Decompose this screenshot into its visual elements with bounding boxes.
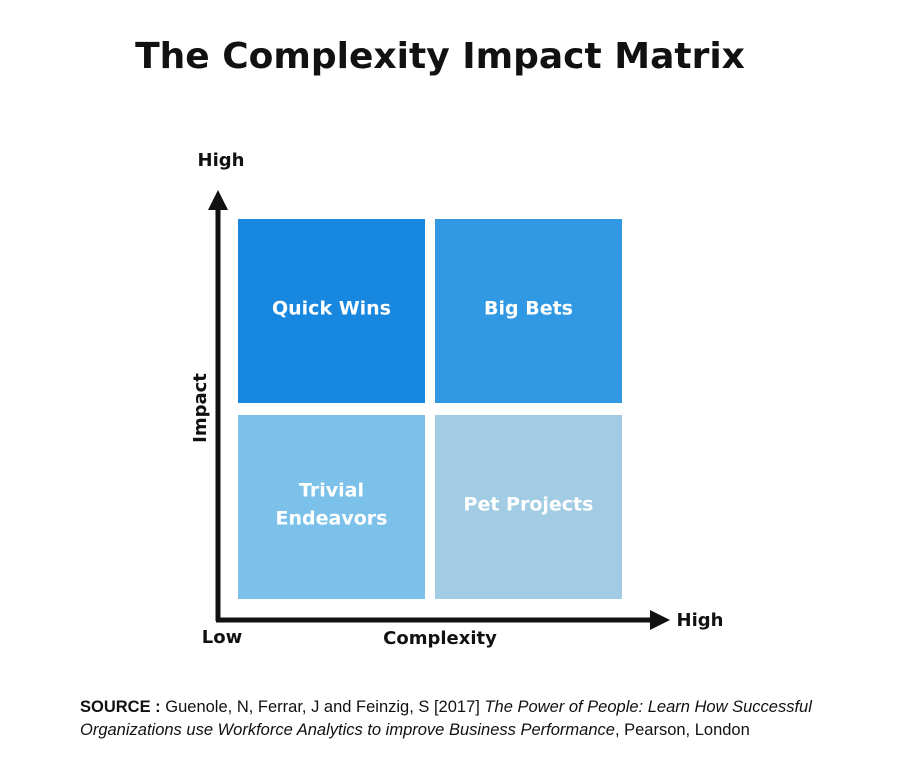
title: The Complexity Impact Matrix	[135, 36, 745, 77]
y-arrow	[208, 190, 228, 210]
x-high: High	[677, 610, 724, 631]
x-label: Complexity	[383, 628, 497, 649]
source-authors: Guenole, N, Ferrar, J and Feinzig, S [20…	[165, 698, 480, 716]
quadrant-label: Big Bets	[484, 298, 573, 320]
source: SOURCE : Guenole, N, Ferrar, J and Feinz…	[80, 696, 840, 742]
quadrant	[238, 219, 425, 403]
quadrant	[435, 219, 622, 403]
quadrant-label: Quick Wins	[272, 298, 391, 320]
y-label: Impact	[190, 373, 211, 443]
x-low: Low	[202, 627, 242, 648]
quadrants: Quick Wins Big Bets Trivial Endeavors Pet Pr…	[238, 219, 622, 599]
x-arrow	[650, 610, 670, 630]
diagram: The Complexity Impact Matrix High Impact…	[135, 36, 745, 649]
quadrant-label: Endeavors	[276, 508, 388, 530]
quadrant-label: Trivial	[299, 480, 364, 502]
quadrant	[238, 415, 425, 599]
source-work: The Power of People: Learn How Successfu…	[80, 698, 812, 739]
quadrant	[435, 415, 622, 599]
source-label: SOURCE :	[80, 698, 161, 716]
source-publisher: , Pearson, London	[614, 721, 750, 739]
y-high: High	[198, 150, 245, 171]
quadrant-label: Pet Projects	[464, 494, 594, 516]
